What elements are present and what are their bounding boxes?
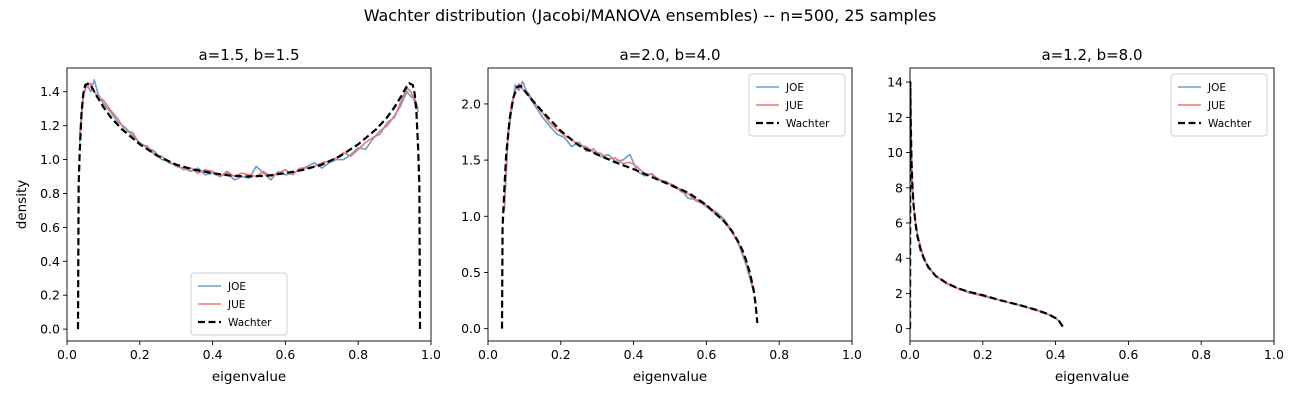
panel-3-xtick-label: 0.6 — [1118, 347, 1138, 362]
panel-1-ytick-label: 1.4 — [40, 84, 60, 99]
panel-2-xtick-label: 1.0 — [842, 347, 862, 362]
panel-3-frame — [909, 67, 1275, 342]
panel-3-legend: JOE JUE Wachter — [1170, 73, 1268, 137]
panel-3-xtick-label: 0.8 — [1191, 347, 1211, 362]
panel-3-ytick-label: 4 — [895, 251, 903, 266]
panel-1-series-jue — [78, 82, 420, 178]
panel-3-ytick-label: 12 — [887, 110, 903, 125]
panel-2-xlabel: eigenvalue — [633, 369, 707, 385]
panel-3-legend-box — [1170, 73, 1268, 137]
panel-1-ytick-label: 0.8 — [40, 186, 60, 201]
panel-1-title: a=1.5, b=1.5 — [198, 46, 299, 64]
panel-1-series-wachter — [76, 82, 422, 330]
panel-2-legend-label-joe: JOE — [785, 82, 804, 94]
panel-1-xtick-label: 0.2 — [130, 347, 150, 362]
panel-3-ytick-label: 10 — [887, 145, 903, 160]
panel-2-ytick-label: 0.5 — [461, 265, 481, 280]
panel-2-xtick-label: 0.2 — [551, 347, 571, 362]
chart-panels: a=1.5, b=1.5 0.0 0.2 0.4 0.6 0.8 1.0 0.0 0.2 0.4 0… — [14, 46, 1284, 385]
panel-3-xtick-label: 0.0 — [900, 347, 920, 362]
figure-suptitle: Wachter distribution (Jacobi/MANOVA ense… — [364, 6, 937, 25]
panel-2: a=2.0, b=4.0 0.0 0.2 0.4 0.6 0.8 1.0 0.0 0.5 1.0 1… — [461, 46, 862, 385]
panel-3: a=1.2, b=8.0 0.0 0.2 0.4 0.6 0.8 1.0 0 2 4 6 8 10 12 1… — [887, 46, 1284, 385]
panel-1-xtick-label: 0.6 — [275, 347, 295, 362]
panel-1-xlabel: eigenvalue — [212, 369, 286, 385]
panel-1-plot-area — [76, 79, 422, 330]
panel-1-ytick-label: 1.2 — [40, 118, 60, 133]
panel-2-xtick-label: 0.8 — [769, 347, 789, 362]
panel-3-title: a=1.2, b=8.0 — [1041, 46, 1142, 64]
panel-1-xtick-label: 0.4 — [203, 347, 223, 362]
panel-2-legend-label-wachter: Wachter — [786, 118, 830, 130]
panel-1-xtick-label: 0.0 — [57, 347, 77, 362]
panel-2-xtick-label: 0.0 — [478, 347, 498, 362]
panel-1-legend: JOE JUE Wachter — [190, 272, 288, 336]
panel-3-ytick-label: 0 — [895, 321, 903, 336]
panel-1-frame — [66, 67, 432, 342]
panel-2-legend: JOE JUE Wachter — [748, 73, 846, 137]
panel-1-xtick-label: 1.0 — [421, 347, 441, 362]
panel-1-legend-label-wachter: Wachter — [228, 317, 272, 329]
panel-2-ytick-label: 2.0 — [461, 96, 481, 111]
panel-1-ytick-label: 0.6 — [40, 220, 60, 235]
panel-3-plot-area — [910, 80, 1064, 329]
panel-1-legend-box — [190, 272, 288, 336]
panel-3-xtick-label: 1.0 — [1264, 347, 1284, 362]
panel-1-ytick-label: 0.4 — [40, 254, 60, 269]
panel-2-frame — [487, 67, 853, 342]
panel-2-plot-area — [500, 80, 759, 329]
panel-2-xtick-label: 0.4 — [624, 347, 644, 362]
panel-1-legend-label-jue: JUE — [227, 299, 245, 311]
panel-3-ytick-label: 6 — [895, 215, 903, 230]
panel-3-xtick-label: 0.4 — [1046, 347, 1066, 362]
panel-3-ytick-label: 8 — [895, 180, 903, 195]
panel-3-xlabel: eigenvalue — [1055, 369, 1129, 385]
panel-3-legend-label-jue: JUE — [1207, 100, 1225, 112]
panel-2-xtick-label: 0.6 — [696, 347, 716, 362]
panel-3-ytick-label: 2 — [895, 286, 903, 301]
panel-1-legend-label-joe: JOE — [227, 281, 246, 293]
panel-3-legend-label-joe: JOE — [1207, 82, 1226, 94]
panel-3-series-wachter — [910, 80, 1064, 329]
panel-1: a=1.5, b=1.5 0.0 0.2 0.4 0.6 0.8 1.0 0.0 0.2 0.4 0… — [14, 46, 441, 385]
panel-1-ytick-label: 1.0 — [40, 152, 60, 167]
panel-3-ytick-label: 14 — [887, 75, 903, 90]
panel-2-legend-box — [748, 73, 846, 137]
panel-1-ytick-label: 0.2 — [40, 288, 60, 303]
panel-1-ytick-label: 0.0 — [40, 322, 60, 337]
panel-2-ytick-label: 1.0 — [461, 209, 481, 224]
panel-1-xtick-label: 0.8 — [348, 347, 368, 362]
panel-2-ytick-label: 0.0 — [461, 321, 481, 336]
panel-2-ytick-label: 1.5 — [461, 153, 481, 168]
panel-1-ylabel: density — [14, 180, 30, 230]
panel-2-title: a=2.0, b=4.0 — [619, 46, 720, 64]
panel-2-legend-label-jue: JUE — [785, 100, 803, 112]
panel-3-legend-label-wachter: Wachter — [1208, 118, 1252, 130]
panel-3-xtick-label: 0.2 — [973, 347, 993, 362]
panel-2-series-wachter — [500, 84, 759, 329]
